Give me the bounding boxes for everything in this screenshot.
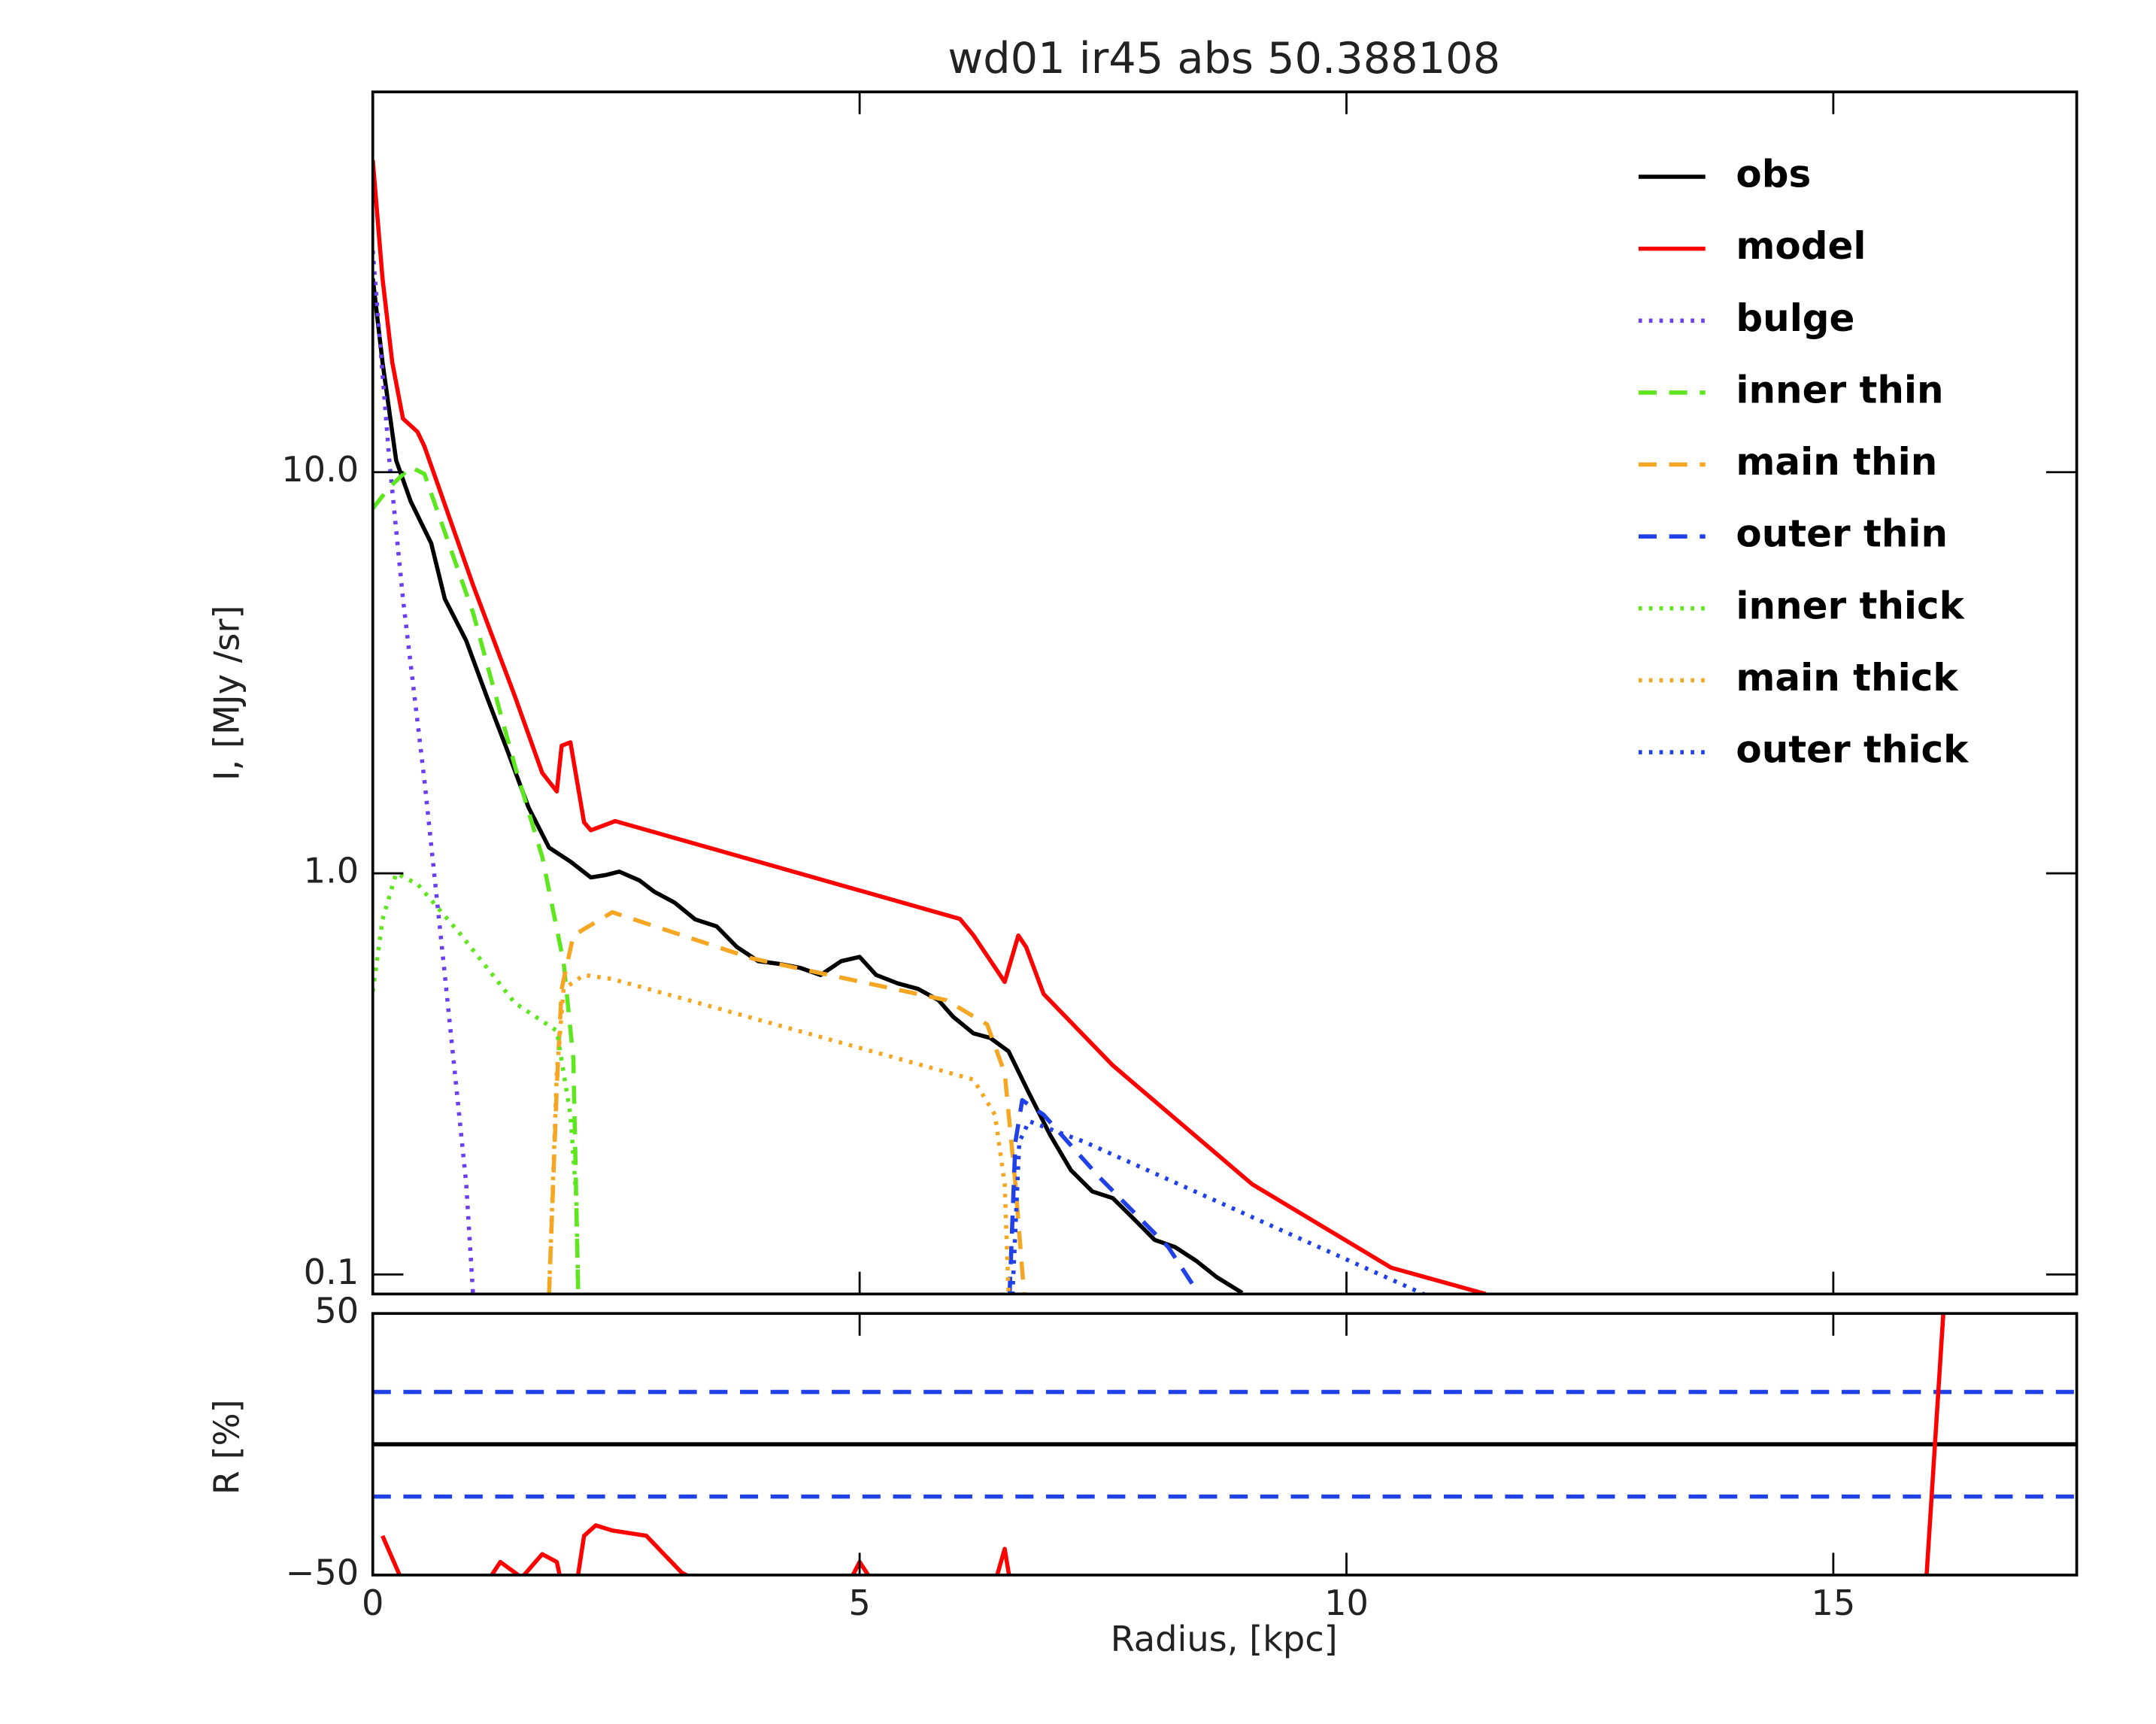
legend-label: obs — [1736, 153, 1811, 196]
y-axis-label: I, [MJy /sr] — [207, 606, 247, 781]
series-line — [547, 973, 1011, 1295]
legend-label: main thick — [1736, 656, 1959, 700]
series-line — [1010, 1118, 1427, 1295]
legend-label: bulge — [1736, 296, 1854, 340]
x-tick-label: 5 — [848, 1583, 870, 1623]
legend-label: inner thin — [1736, 368, 1943, 411]
y-tick-label: 10.0 — [281, 449, 359, 490]
series-line — [372, 871, 581, 1295]
series-line — [547, 909, 1026, 1295]
y-tick-label: 1.0 — [304, 851, 359, 891]
x-axis-label: Radius, [kpc] — [1111, 1619, 1338, 1659]
series-line — [1007, 1097, 1202, 1295]
y-tick-label: 50 — [314, 1291, 359, 1331]
legend-label: inner thick — [1736, 584, 1965, 627]
plot-area — [372, 159, 1487, 1295]
legend-label: outer thick — [1736, 728, 1970, 772]
series-line — [381, 1313, 1945, 1575]
y-tick-label: −50 — [286, 1552, 359, 1592]
x-tick-label: 10 — [1324, 1583, 1369, 1623]
x-tick-label: 15 — [1811, 1583, 1855, 1623]
legend-label: main thin — [1736, 440, 1937, 484]
legend-label: model — [1736, 224, 1866, 268]
y-axis-label: R [%] — [207, 1399, 247, 1495]
series-line — [372, 159, 1487, 1295]
residual-area — [372, 1313, 2077, 1575]
chart-title: wd01 ir45 abs 50.388108 — [948, 33, 1500, 83]
series-line — [372, 250, 475, 1295]
residual-frame — [371, 1312, 2079, 1577]
series-line — [372, 278, 1244, 1295]
x-tick-label: 0 — [362, 1583, 384, 1623]
plot-frame — [371, 90, 2079, 1296]
y-tick-label: 0.1 — [304, 1252, 359, 1292]
legend-label: outer thin — [1736, 512, 1948, 556]
series-line — [372, 465, 581, 1295]
